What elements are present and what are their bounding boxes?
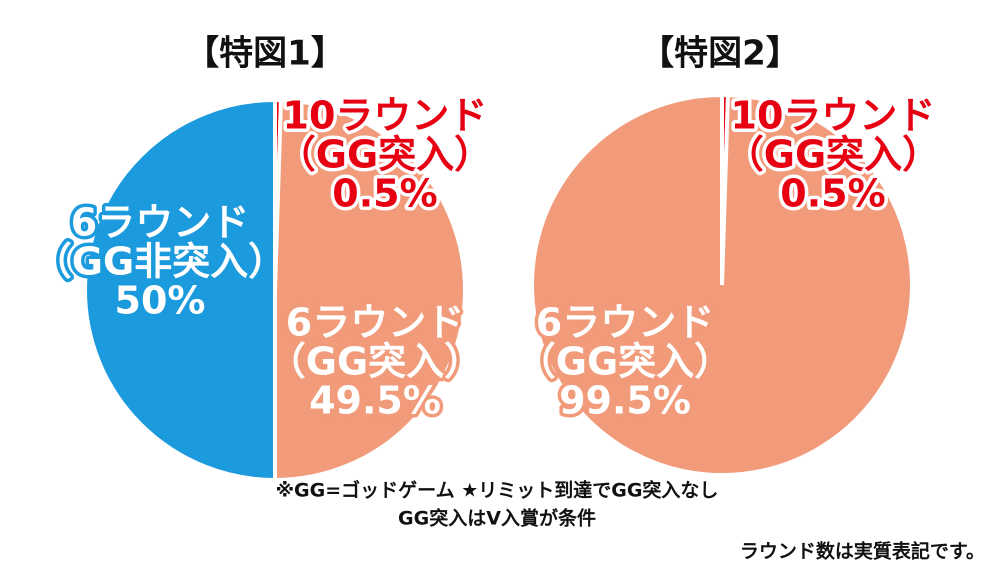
- note: ※GG=ゴッドゲーム ★リミット到達でGG突入なし: [276, 479, 719, 502]
- slice-label: 6ラウンド: [536, 301, 714, 345]
- note: GG突入はV入賞が条件: [398, 507, 596, 530]
- value-label: 49.5%: [309, 379, 441, 423]
- slice-label: （GG突入）: [518, 340, 732, 384]
- slice-label: 10ラウンド: [283, 94, 488, 138]
- note: ラウンド数は実質表記です。: [740, 540, 985, 563]
- slice-label: 6ラウンド: [286, 301, 464, 345]
- pie-chart: 10ラウンド（GG突入）0.5%6ラウンド（GG突入）99.5%【特図2】: [514, 34, 944, 477]
- value-label: 0.5%: [332, 172, 437, 216]
- slice-label: （GG突入）: [278, 133, 492, 177]
- pie-slice: [83, 97, 277, 483]
- slice-label: （GG非突入）: [34, 240, 286, 284]
- pie-slice: [273, 98, 467, 483]
- chart-title: 【特図2】: [640, 34, 800, 74]
- value-label: 50%: [115, 279, 206, 323]
- chart-title: 【特図1】: [185, 34, 345, 74]
- pie-chart: 10ラウンド（GG突入）0.5%6ラウンド（GG突入）49.5%6ラウンド（GG…: [30, 34, 496, 483]
- slice-label: （GG突入）: [268, 340, 482, 384]
- slice-label: 6ラウンド: [71, 201, 249, 245]
- value-label: 99.5%: [559, 379, 691, 423]
- pie-slice: [530, 92, 914, 477]
- slice-label: 10ラウンド: [731, 94, 936, 138]
- value-label: 0.5%: [780, 172, 885, 216]
- slice-label: （GG突入）: [726, 133, 940, 177]
